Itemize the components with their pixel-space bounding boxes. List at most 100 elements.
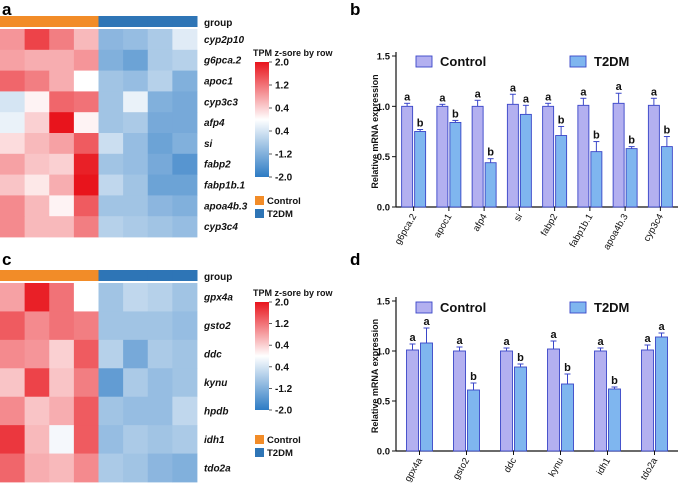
heatmap-cell (123, 453, 149, 483)
heatmap-cell (24, 311, 50, 341)
x-tick-label: gpx4a (403, 455, 426, 484)
legend-label-control: Control (440, 54, 486, 69)
heatmap-cell (147, 425, 173, 454)
heatmap-cell (98, 339, 124, 369)
heatmap-cell (0, 283, 26, 312)
x-tick-label: si (512, 212, 525, 223)
heatmap-cell (24, 174, 50, 196)
significance-label: a (651, 86, 658, 98)
heatmap-cell (98, 453, 124, 483)
heatmap-cell (0, 311, 26, 341)
significance-label: a (580, 86, 587, 98)
significance-label: a (523, 93, 530, 105)
heatmap-cell (49, 112, 75, 134)
row-label: fabp2 (204, 160, 231, 171)
heatmap-cell (98, 29, 124, 51)
heatmap-cell (24, 70, 50, 92)
bar-control (406, 349, 419, 452)
bar-control (500, 350, 513, 452)
heatmap-cell (147, 49, 173, 71)
heatmap-cell (73, 133, 99, 155)
heatmap-cell (123, 174, 149, 196)
y-tick-label: 0.5 (377, 397, 391, 408)
heatmap-panel-a: group cyp2p10 g6pca.2 apoc1 cyp3c3 afp4 si fabp… (0, 16, 334, 238)
bar-t2dm (449, 121, 462, 208)
row-label: fabp1b.1 (204, 181, 246, 192)
x-tick-label: fabp2 (539, 212, 560, 238)
heatmap-cell (0, 216, 26, 238)
heatmap-cell (123, 283, 149, 312)
colorbar-tick-label: 0.4 (275, 362, 289, 373)
heatmap-cell (73, 283, 99, 312)
significance-label: a (644, 333, 651, 345)
bar-control (594, 350, 607, 452)
row-label: cyp3c3 (204, 97, 238, 108)
heatmap-cell (0, 453, 26, 483)
x-tick-label: tdo2a (639, 455, 661, 482)
heatmap-cell (49, 216, 75, 238)
heatmap-cell (98, 216, 124, 238)
significance-label: a (658, 321, 665, 333)
heatmap-cell (24, 425, 50, 454)
legend-swatch-t2dm (569, 301, 587, 314)
x-tick-label: apoc1 (432, 212, 454, 240)
legend-swatch-t2dm (255, 209, 264, 218)
significance-label: a (423, 316, 430, 328)
heatmap-cell (123, 216, 149, 238)
colorbar-tick-label: -1.2 (275, 384, 293, 395)
heatmap-cell (24, 133, 50, 155)
heatmap-cell (172, 112, 198, 134)
significance-label: a (510, 82, 517, 94)
heatmap-cell (147, 311, 173, 341)
colorbar-title: TPM z-sore by row (253, 288, 334, 298)
bar-control (577, 104, 590, 208)
heatmap-cell (172, 49, 198, 71)
row-label: afp4 (204, 118, 225, 129)
heatmap-cell (49, 311, 75, 341)
heatmap-cell (98, 195, 124, 217)
heatmap-cell (147, 153, 173, 175)
heatmap-cell (98, 368, 124, 398)
heatmap-cell (0, 70, 26, 92)
legend-swatch-t2dm (569, 55, 587, 68)
heatmap-cell (98, 49, 124, 71)
heatmap-cell (49, 133, 75, 155)
row-label: tdo2a (204, 463, 231, 474)
heatmap-cell (24, 91, 50, 113)
group-bar-segment (73, 270, 99, 281)
heatmap-cell (73, 368, 99, 398)
group-bar-segment (123, 16, 149, 27)
bar-t2dm (514, 366, 527, 452)
colorbar-tick-label: 1.2 (275, 81, 289, 92)
heatmap-cell (172, 283, 198, 312)
group-bar-segment (147, 270, 173, 281)
heatmap-cell (73, 70, 99, 92)
group-label: group (204, 18, 232, 29)
x-tick-label: kynu (547, 456, 567, 479)
bar-t2dm (660, 146, 673, 208)
heatmap-cell (98, 283, 124, 312)
heatmap-cell (0, 29, 26, 51)
heatmap-cell (172, 91, 198, 113)
heatmap-cell (24, 283, 50, 312)
group-bar-segment (0, 16, 26, 27)
group-bar-segment (49, 16, 75, 27)
legend-label-t2dm: T2DM (267, 448, 293, 459)
heatmap-cell (73, 49, 99, 71)
group-bar-segment (123, 270, 149, 281)
heatmap-cell (147, 453, 173, 483)
heatmap-cell (98, 425, 124, 454)
heatmap-cell (123, 112, 149, 134)
bar-control (647, 104, 660, 208)
group-label: group (204, 272, 232, 283)
heatmap-cell (0, 368, 26, 398)
heatmap-cell (73, 311, 99, 341)
heatmap-cell (172, 425, 198, 454)
significance-label: b (558, 114, 565, 126)
heatmap-cell (0, 91, 26, 113)
heatmap-cell (49, 339, 75, 369)
bar-control (506, 103, 519, 208)
x-tick-label: idh1 (595, 456, 614, 477)
